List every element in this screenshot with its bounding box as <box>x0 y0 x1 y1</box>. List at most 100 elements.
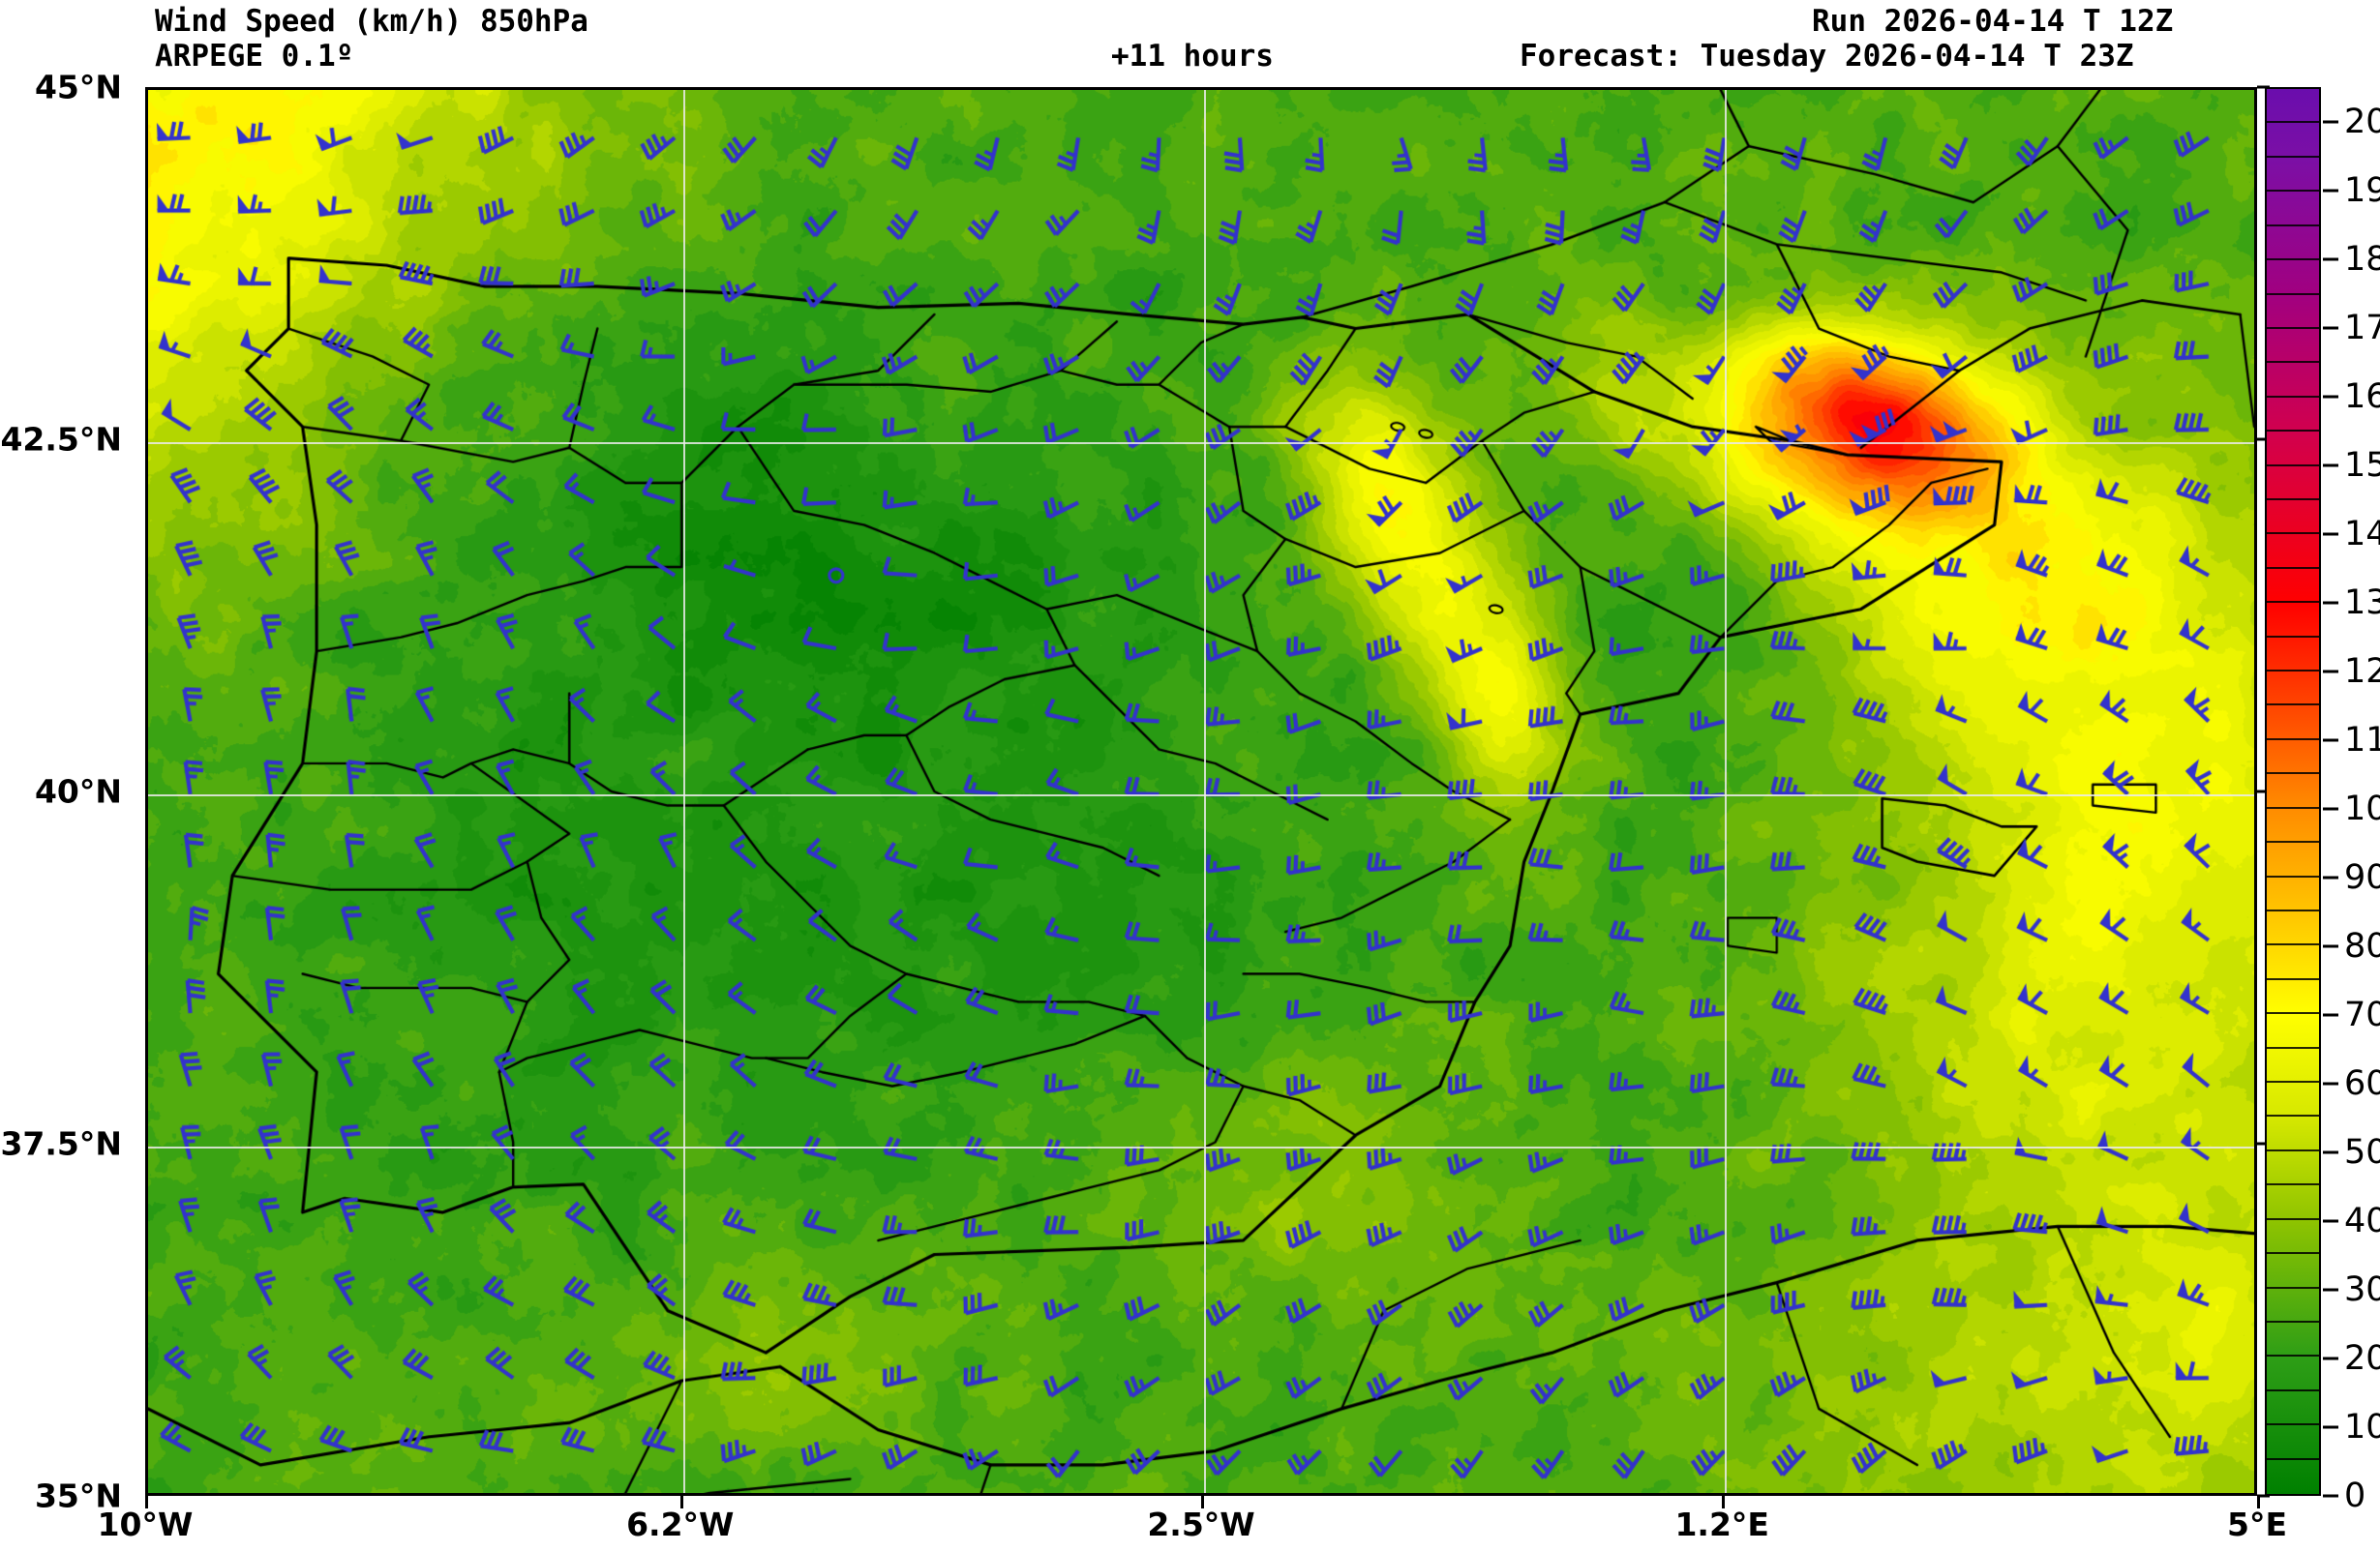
colorbar-band-separator <box>2267 497 2319 500</box>
colorbar-gradient <box>2267 89 2319 1494</box>
model-label: ARPEGE 0.1º <box>155 39 354 74</box>
colorbar-band-separator <box>2267 532 2319 535</box>
colorbar-band-separator <box>2267 977 2319 980</box>
colorbar-band-separator <box>2267 875 2319 878</box>
colorbar-band-separator <box>2267 1217 2319 1220</box>
longitude-tick-mark <box>145 1496 148 1508</box>
colorbar-tick-label: 130 <box>2344 582 2380 622</box>
colorbar-tick-label: 180 <box>2344 239 2380 279</box>
colorbar-band-separator <box>2267 1081 2319 1084</box>
colorbar-tick-label: 30 <box>2344 1269 2380 1309</box>
run-timestamp-label: Run 2026-04-14 T 12Z <box>1812 4 2174 39</box>
colorbar-band-separator <box>2267 1046 2319 1049</box>
graticule-line <box>1204 90 1206 1493</box>
graticule-line <box>148 442 2254 444</box>
colorbar-tick-label: 60 <box>2344 1063 2380 1103</box>
colorbar-tick-mark <box>2323 532 2338 536</box>
latitude-tick-label: 45°N <box>34 68 122 106</box>
colorbar-tick-label: 90 <box>2344 857 2380 897</box>
colorbar-band-separator <box>2267 155 2319 158</box>
latitude-tick-label: 37.5°N <box>0 1124 122 1163</box>
colorbar-tick-mark <box>2323 326 2338 330</box>
graticule-line <box>148 794 2254 796</box>
colorbar-band-separator <box>2267 635 2319 638</box>
colorbar-tick-mark <box>2323 120 2338 123</box>
page-title: Wind Speed (km/h) 850hPa <box>155 4 588 39</box>
colorbar-tick-label: 40 <box>2344 1201 2380 1240</box>
latitude-tick-mark <box>2257 1494 2270 1498</box>
colorbar[interactable] <box>2265 87 2321 1496</box>
colorbar-tick-mark <box>2323 189 2338 193</box>
colorbar-tick-mark <box>2323 1288 2338 1292</box>
colorbar-tick-mark <box>2323 601 2338 605</box>
graticule-line <box>148 1147 2254 1149</box>
colorbar-tick-label: 120 <box>2344 651 2380 691</box>
latitude-tick-mark <box>2257 790 2270 793</box>
colorbar-tick-label: 100 <box>2344 789 2380 828</box>
colorbar-tick-mark <box>2323 944 2338 948</box>
colorbar-band-separator <box>2267 737 2319 740</box>
colorbar-band-separator <box>2267 430 2319 433</box>
colorbar-tick-mark <box>2323 1150 2338 1154</box>
longitude-tick-mark <box>1201 1496 1204 1508</box>
colorbar-band-separator <box>2267 1012 2319 1015</box>
longitude-tick-label: 1.2°E <box>1674 1506 1769 1543</box>
colorbar-tick-mark <box>2323 876 2338 880</box>
colorbar-tick-label: 150 <box>2344 445 2380 485</box>
colorbar-band-separator <box>2267 1320 2319 1323</box>
colorbar-tick-mark <box>2323 395 2338 399</box>
latitude-tick-mark <box>2257 437 2270 441</box>
graticule-line <box>1725 90 1728 1493</box>
colorbar-tick-label: 0 <box>2344 1477 2366 1515</box>
colorbar-tick-mark <box>2323 1082 2338 1086</box>
colorbar-band-separator <box>2267 224 2319 226</box>
colorbar-band-separator <box>2267 1252 2319 1255</box>
colorbar-tick-label: 70 <box>2344 995 2380 1034</box>
latitude-tick-mark <box>2257 1142 2270 1146</box>
wind-speed-field <box>148 90 2254 1493</box>
longitude-tick-label: 5°E <box>2226 1506 2288 1543</box>
colorbar-band-separator <box>2267 395 2319 398</box>
colorbar-band-separator <box>2267 1457 2319 1460</box>
colorbar-tick-label: 160 <box>2344 376 2380 416</box>
colorbar-band-separator <box>2267 361 2319 364</box>
colorbar-band-separator <box>2267 1286 2319 1289</box>
colorbar-tick-mark <box>2323 670 2338 673</box>
longitude-tick-label: 10°W <box>97 1506 194 1543</box>
colorbar-band-separator <box>2267 463 2319 466</box>
colorbar-tick-mark <box>2323 738 2338 742</box>
colorbar-tick-mark <box>2323 257 2338 261</box>
colorbar-band-separator <box>2267 566 2319 569</box>
colorbar-tick-label: 190 <box>2344 170 2380 210</box>
longitude-tick-mark <box>2257 1496 2260 1508</box>
colorbar-tick-label: 200 <box>2344 102 2380 141</box>
colorbar-band-separator <box>2267 121 2319 124</box>
colorbar-band-separator <box>2267 703 2319 706</box>
colorbar-band-separator <box>2267 943 2319 946</box>
colorbar-band-separator <box>2267 1423 2319 1426</box>
colorbar-tick-label: 10 <box>2344 1407 2380 1447</box>
map-plot-area[interactable] <box>145 87 2257 1496</box>
latitude-tick-mark <box>2257 85 2270 89</box>
colorbar-band-separator <box>2267 1355 2319 1358</box>
colorbar-tick-mark <box>2323 1425 2338 1429</box>
colorbar-band-separator <box>2267 601 2319 604</box>
longitude-tick-mark <box>1722 1496 1726 1508</box>
colorbar-tick-label: 50 <box>2344 1132 2380 1172</box>
colorbar-tick-label: 80 <box>2344 926 2380 966</box>
colorbar-tick-label: 140 <box>2344 514 2380 553</box>
colorbar-band-separator <box>2267 772 2319 775</box>
colorbar-band-separator <box>2267 806 2319 809</box>
latitude-tick-label: 35°N <box>34 1477 122 1515</box>
colorbar-tick-label: 170 <box>2344 308 2380 347</box>
colorbar-band-separator <box>2267 1115 2319 1118</box>
colorbar-tick-mark <box>2323 807 2338 811</box>
colorbar-tick-mark <box>2323 1219 2338 1223</box>
colorbar-band-separator <box>2267 258 2319 261</box>
colorbar-tick-mark <box>2323 1357 2338 1360</box>
colorbar-band-separator <box>2267 1149 2319 1151</box>
colorbar-band-separator <box>2267 326 2319 329</box>
longitude-tick-label: 6.2°W <box>626 1506 735 1543</box>
colorbar-band-separator <box>2267 1388 2319 1391</box>
